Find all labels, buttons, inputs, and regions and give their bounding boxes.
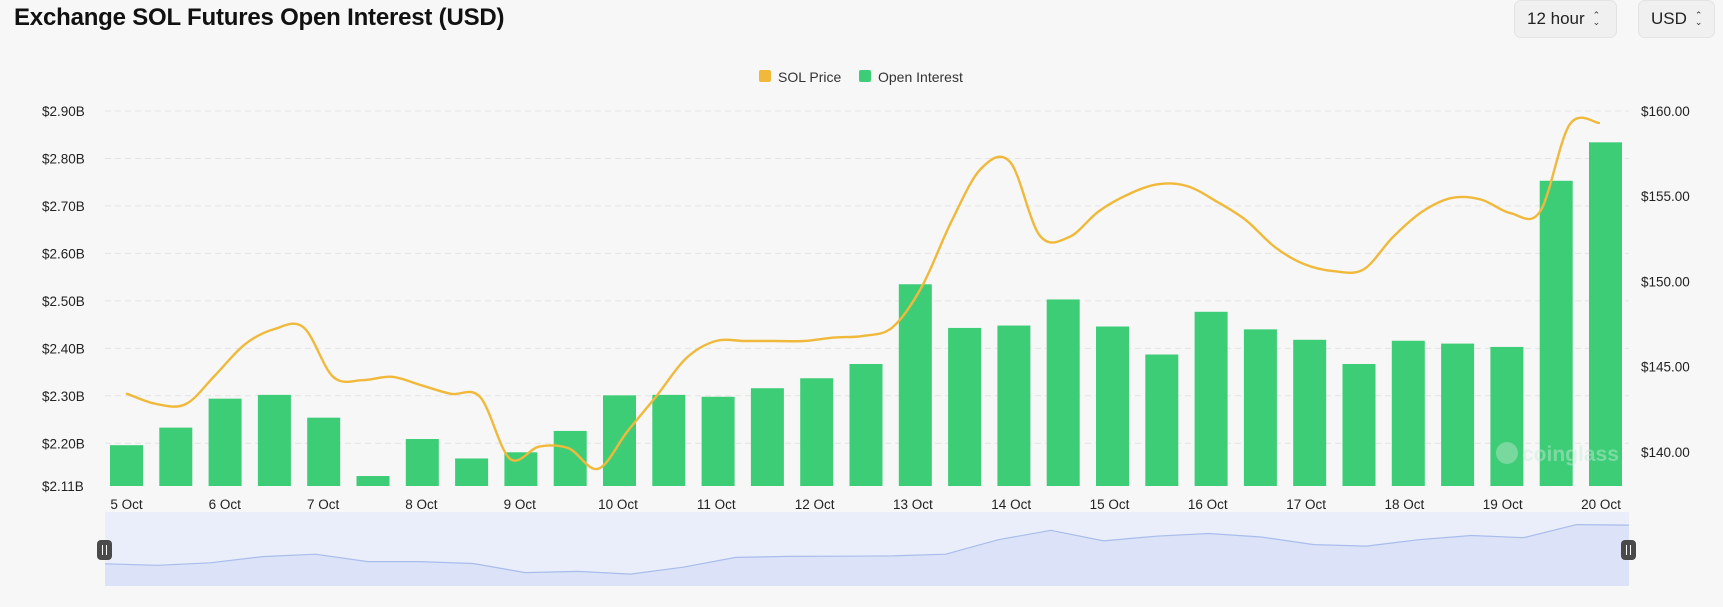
open-interest-bar: [1539, 180, 1573, 486]
currency-select-value: USD: [1651, 9, 1687, 28]
open-interest-bar: [1046, 299, 1080, 486]
y-left-tick-label: $2.70B: [42, 199, 85, 214]
legend: SOL Price Open Interest: [759, 69, 963, 85]
open-interest-bar: [455, 458, 489, 486]
open-interest-bar: [652, 394, 686, 486]
open-interest-bar: [1243, 329, 1277, 486]
open-interest-bar: [800, 378, 834, 486]
x-tick-label: 9 Oct: [504, 497, 537, 512]
x-tick-label: 19 Oct: [1483, 497, 1523, 512]
chevron-up-down-icon: ⌃ ⌄: [1592, 10, 1601, 27]
legend-swatch-open-interest: [859, 70, 871, 82]
watermark-text: coinglass: [1522, 443, 1619, 466]
open-interest-bar: [356, 476, 390, 486]
coinglass-logo-icon: [1496, 442, 1518, 464]
open-interest-bar: [1490, 346, 1524, 486]
x-tick-label: 10 Oct: [598, 497, 638, 512]
x-tick-label: 18 Oct: [1385, 497, 1425, 512]
y-left-tick-label: $2.40B: [42, 341, 85, 356]
y-right-tick-label: $140.00: [1641, 445, 1690, 460]
open-interest-bars: [110, 142, 1622, 487]
y-axis-right: $140.00 $145.00 $150.00 $155.00 $160.00: [1641, 104, 1690, 460]
open-interest-bar: [948, 327, 982, 486]
open-interest-bar: [208, 398, 242, 486]
x-tick-label: 5 Oct: [110, 497, 143, 512]
open-interest-bar: [1145, 354, 1179, 486]
x-tick-label: 20 Oct: [1581, 497, 1621, 512]
open-interest-bar: [257, 394, 291, 486]
legend-item-open-interest[interactable]: Open Interest: [859, 69, 963, 85]
y-left-tick-label: $2.30B: [42, 389, 85, 404]
y-right-tick-label: $155.00: [1641, 189, 1690, 204]
page-title: Exchange SOL Futures Open Interest (USD): [14, 4, 505, 31]
open-interest-bar: [1391, 340, 1425, 486]
y-left-tick-label: $2.90B: [42, 104, 85, 119]
x-tick-label: 17 Oct: [1286, 497, 1326, 512]
navigator-line: [104, 523, 1630, 575]
y-right-tick-label: $150.00: [1641, 274, 1690, 289]
open-interest-bar: [1589, 142, 1622, 487]
x-tick-label: 14 Oct: [991, 497, 1031, 512]
x-tick-label: 7 Oct: [307, 497, 340, 512]
navigator-area: [105, 524, 1629, 586]
currency-select[interactable]: USD ⌃ ⌄: [1638, 0, 1715, 38]
y-left-tick-label: $2.50B: [42, 294, 85, 309]
coinglass-watermark: coinglass: [1496, 442, 1619, 466]
y-left-tick-label: $2.20B: [42, 436, 85, 451]
y-left-tick-label: $2.80B: [42, 151, 85, 166]
open-interest-bar: [701, 396, 735, 486]
x-tick-label: 13 Oct: [893, 497, 933, 512]
open-interest-bar: [1342, 364, 1376, 486]
open-interest-bar: [1096, 326, 1129, 486]
chevron-up-down-icon: ⌃ ⌄: [1694, 10, 1703, 27]
open-interest-bar: [159, 427, 193, 486]
y-axis-left: $2.11B $2.20B $2.30B $2.40B $2.50B $2.60B $2.7…: [42, 104, 85, 494]
open-interest-bar: [1293, 339, 1327, 486]
open-interest-bar: [110, 445, 143, 486]
open-interest-bar: [997, 325, 1031, 486]
y-right-tick-label: $145.00: [1641, 360, 1690, 375]
navigator-left-handle[interactable]: [97, 540, 112, 560]
range-navigator[interactable]: [97, 512, 1636, 586]
sol-price-line: [125, 116, 1601, 471]
open-interest-bar: [307, 417, 341, 486]
interval-select[interactable]: 12 hour ⌃ ⌄: [1514, 0, 1617, 38]
legend-item-sol-price[interactable]: SOL Price: [759, 69, 841, 85]
legend-label-open-interest: Open Interest: [878, 69, 963, 85]
y-right-tick-label: $160.00: [1641, 104, 1690, 119]
open-interest-bar: [898, 284, 932, 486]
open-interest-bar: [603, 395, 636, 486]
x-tick-label: 8 Oct: [405, 497, 438, 512]
open-interest-bar: [1194, 311, 1228, 486]
legend-label-sol-price: SOL Price: [778, 69, 841, 85]
open-interest-bar: [405, 439, 439, 486]
x-tick-label: 15 Oct: [1090, 497, 1130, 512]
open-interest-bar: [1441, 343, 1475, 486]
legend-swatch-sol-price: [759, 70, 771, 82]
y-left-tick-label: $2.11B: [42, 479, 84, 494]
y-left-tick-label: $2.60B: [42, 246, 85, 261]
x-tick-label: 11 Oct: [697, 497, 736, 512]
x-tick-label: 16 Oct: [1188, 497, 1228, 512]
interval-select-value: 12 hour: [1527, 9, 1585, 28]
open-interest-bar: [750, 388, 784, 486]
x-tick-label: 6 Oct: [209, 497, 242, 512]
open-interest-bar: [849, 364, 883, 486]
navigator-right-handle[interactable]: [1621, 540, 1636, 560]
x-tick-label: 12 Oct: [795, 497, 835, 512]
x-axis: 5 Oct 6 Oct 7 Oct 8 Oct 9 Oct 10 Oct 11 Oct 12 …: [110, 497, 1621, 512]
